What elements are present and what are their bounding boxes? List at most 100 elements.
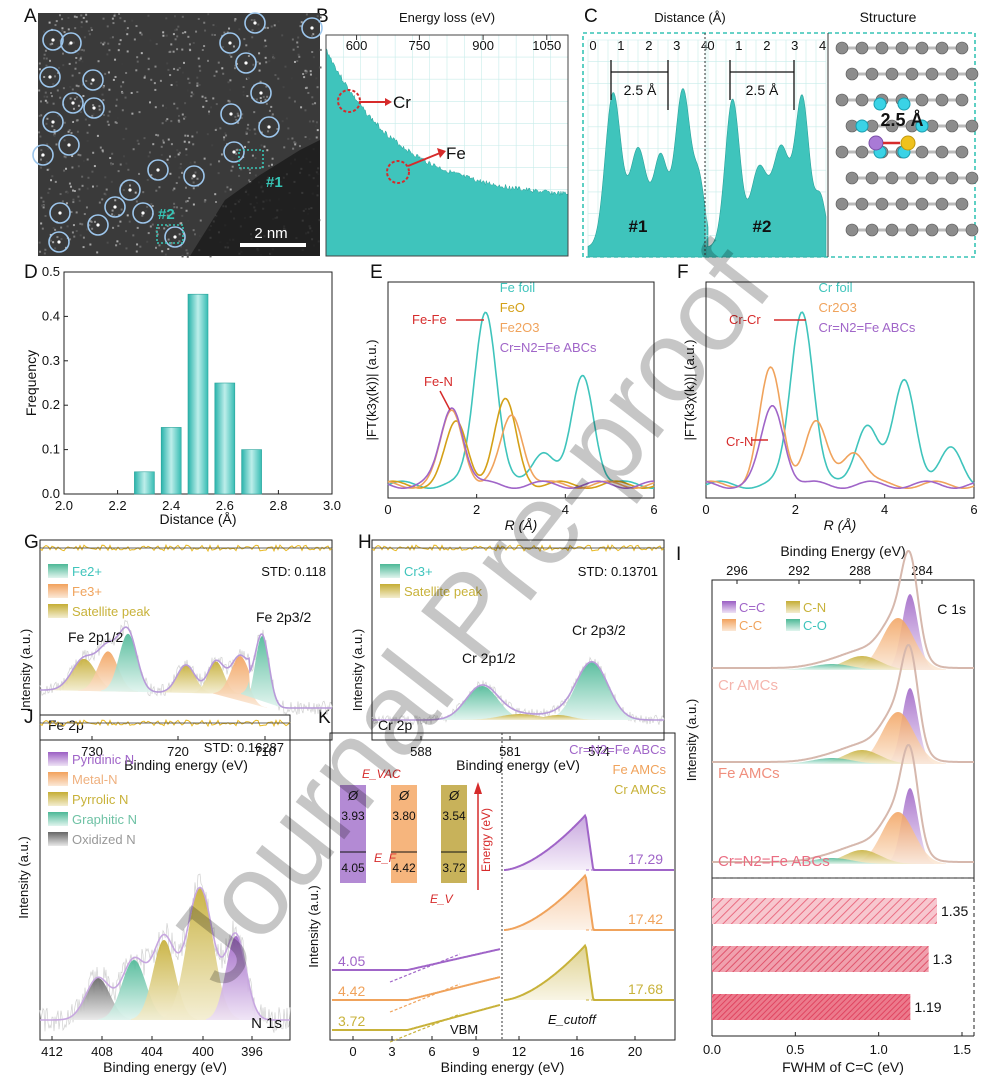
fe-arrowhead <box>437 148 446 158</box>
stem-noise <box>38 114 41 117</box>
atom-dot <box>96 223 100 227</box>
stem-noise <box>103 41 106 44</box>
fwhm-bar <box>712 946 929 972</box>
carbon-atom <box>955 145 969 159</box>
stem-noise <box>316 86 319 89</box>
exafs-xlabel: R (Å) <box>505 517 538 533</box>
stem-noise <box>176 48 179 51</box>
stem-noise <box>90 82 93 85</box>
c-tick: 0 <box>707 38 714 53</box>
nitrogen-atom <box>873 97 887 111</box>
atom-circle <box>244 12 266 34</box>
atom-circle <box>39 66 61 88</box>
y-tick-label: 0.0 <box>42 486 60 501</box>
stem-noise <box>117 49 120 52</box>
x-tick-label: 20 <box>628 1044 642 1059</box>
cr-cr-label: Cr-Cr <box>729 312 761 327</box>
x-tick-label: 288 <box>849 563 871 578</box>
stem-noise <box>57 71 60 74</box>
atom-circle <box>58 134 80 156</box>
stem-noise <box>303 76 306 79</box>
carbon-atom <box>955 93 969 107</box>
stem-noise <box>66 225 69 228</box>
stem-noise <box>184 134 187 137</box>
legend-entry: Cr foil <box>819 280 853 295</box>
stem-noise <box>245 44 248 47</box>
stem-noise <box>160 145 163 148</box>
stem-noise <box>146 178 149 181</box>
stem-noise <box>198 235 201 238</box>
stem-noise <box>247 141 250 144</box>
x-tick-label: 6 <box>650 502 657 517</box>
stem-noise <box>122 138 125 141</box>
stem-noise <box>257 23 260 26</box>
stem-noise <box>204 29 207 32</box>
atom-circle <box>49 202 71 224</box>
stem-noise <box>154 246 157 249</box>
stem-noise <box>194 171 197 174</box>
stem-noise <box>111 162 114 165</box>
c1s-top-component <box>772 664 892 670</box>
carbon-atom <box>965 223 979 237</box>
stem-noise <box>174 29 177 32</box>
stem-noise <box>161 122 164 125</box>
stem-noise <box>174 155 177 158</box>
stem-noise <box>86 139 89 142</box>
stem-noise <box>70 131 73 134</box>
stem-noise <box>215 103 218 106</box>
stem-noise <box>314 102 317 105</box>
stem-noise <box>296 41 299 44</box>
stem-noise <box>81 175 84 178</box>
stem-noise <box>48 21 51 24</box>
carbon-atom <box>865 223 879 237</box>
stem-noise <box>115 244 118 247</box>
panel-letter-E: E <box>370 262 383 283</box>
stem-noise <box>186 252 189 255</box>
stem-noise <box>282 86 285 89</box>
stem-noise <box>276 127 279 130</box>
stem-noise <box>72 41 75 44</box>
stem-noise <box>265 85 268 88</box>
exafs-ylabel: |FT(k3χ(k))| (a.u.) <box>364 340 379 441</box>
stem-noise <box>291 137 294 140</box>
stem-noise <box>181 71 184 74</box>
stem-noise <box>213 74 216 77</box>
legend-swatch <box>786 619 800 631</box>
cr2p-xlabel: Binding energy (eV) <box>456 757 580 773</box>
legend-entry: C-O <box>803 618 827 633</box>
stem-noise <box>90 220 93 223</box>
carbon-atom <box>915 145 929 159</box>
stem-noise <box>97 60 100 63</box>
carbon-atom <box>885 67 899 81</box>
stem-noise <box>270 163 273 166</box>
stem-noise <box>209 255 212 258</box>
legend-entry: Satellite peak <box>404 584 483 599</box>
stem-noise <box>308 138 311 141</box>
stem-noise <box>72 189 75 192</box>
exafs-series-line <box>705 405 975 489</box>
stem-noise <box>304 69 307 72</box>
carbon-atom <box>875 41 889 55</box>
stem-noise <box>48 187 51 190</box>
stem-noise <box>191 177 194 180</box>
line-profile-site1 <box>587 87 709 258</box>
c-xlabel: Distance (Å) <box>654 10 726 25</box>
stem-noise <box>123 20 126 23</box>
panel-letter-J: J <box>24 707 34 728</box>
stem-noise <box>226 186 229 189</box>
stem-noise <box>114 121 117 124</box>
atom-dot <box>173 235 177 239</box>
stem-noise <box>44 49 47 52</box>
stem-noise <box>177 114 180 117</box>
stem-noise <box>78 199 81 202</box>
stem-noise <box>266 95 269 98</box>
x-tick-label: 0 <box>349 1044 356 1059</box>
stem-noise <box>111 213 114 216</box>
x-tick-label: 0.0 <box>703 1042 721 1057</box>
site1-label: #1 <box>266 174 283 191</box>
stem-noise <box>135 25 138 28</box>
stem-noise <box>167 223 170 226</box>
stem-noise <box>240 116 243 119</box>
ecutoff-label: E_cutoff <box>548 1012 597 1027</box>
panel-letter-A: A <box>24 6 37 27</box>
